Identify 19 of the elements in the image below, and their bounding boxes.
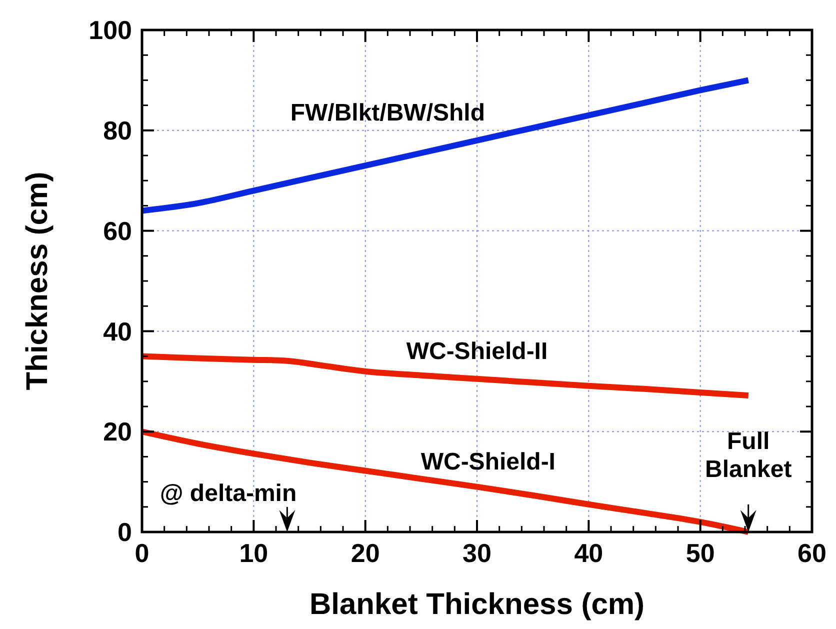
x-tick-label: 30 (462, 538, 492, 568)
x-tick-label: 10 (239, 538, 268, 568)
y-tick-label: 60 (103, 216, 132, 246)
annotation: @ delta-min (160, 480, 297, 507)
series-label: FW/Blkt/BW/Shld (290, 99, 485, 126)
y-tick-label: 100 (88, 15, 132, 46)
y-tick-label: 20 (103, 416, 132, 447)
y-tick-label: 0 (118, 517, 132, 548)
y-tick-label: 80 (103, 116, 132, 146)
x-tick-label: 40 (574, 538, 604, 568)
x-axis-title: Blanket Thickness (cm) (309, 588, 645, 621)
y-axis-title: Thickness (cm) (21, 172, 54, 390)
y-tick-label: 40 (103, 316, 132, 346)
series-label: WC-Shield-I (420, 448, 556, 476)
series-label: WC-Shield-II (406, 338, 548, 365)
x-tick-label: 50 (686, 538, 715, 568)
annotation: Full Blanket (705, 428, 792, 483)
x-tick-label: 20 (350, 538, 380, 568)
x-tick-label: 60 (798, 538, 826, 568)
